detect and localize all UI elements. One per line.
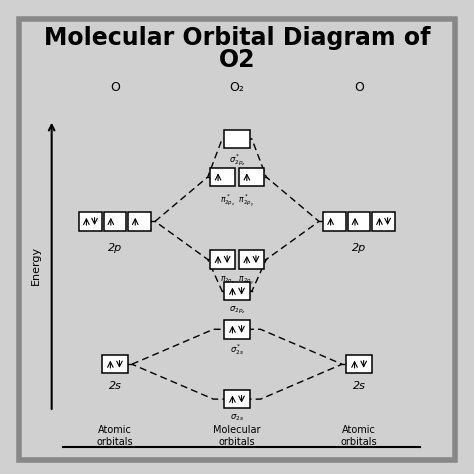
Text: Molecular Orbital Diagram of: Molecular Orbital Diagram of <box>44 26 430 50</box>
Text: $\pi^*_{2p_x}$  $\pi^*_{2p_y}$: $\pi^*_{2p_x}$ $\pi^*_{2p_y}$ <box>220 192 254 210</box>
Text: Atomic
orbitals: Atomic orbitals <box>341 425 377 447</box>
Bar <box>224 320 250 338</box>
Bar <box>210 168 235 186</box>
Text: $\sigma^*_{2s}$: $\sigma^*_{2s}$ <box>230 343 244 357</box>
Text: O2: O2 <box>219 47 255 72</box>
Bar <box>224 390 250 409</box>
Bar <box>224 129 250 148</box>
Bar <box>348 212 371 231</box>
Text: Energy: Energy <box>30 246 41 285</box>
Text: O: O <box>110 82 120 94</box>
Text: $\sigma^*_{2p_z}$: $\sigma^*_{2p_z}$ <box>228 152 246 168</box>
Bar <box>224 282 250 301</box>
Text: $\sigma_{2s}$: $\sigma_{2s}$ <box>230 412 244 423</box>
Bar <box>323 212 346 231</box>
Bar <box>346 355 372 374</box>
Bar <box>372 212 395 231</box>
Text: O₂: O₂ <box>229 82 245 94</box>
Text: O: O <box>354 82 364 94</box>
Bar <box>239 250 264 269</box>
Bar <box>239 168 264 186</box>
Text: $\pi_{2p_x}$  $\pi_{2p_y}$: $\pi_{2p_x}$ $\pi_{2p_y}$ <box>220 275 254 287</box>
Text: 2p: 2p <box>108 244 122 254</box>
Text: Atomic
orbitals: Atomic orbitals <box>97 425 133 447</box>
Text: 2s: 2s <box>109 381 121 391</box>
Text: $\sigma_{2p_z}$: $\sigma_{2p_z}$ <box>228 304 246 316</box>
Bar <box>103 212 126 231</box>
Text: Molecular
orbitals: Molecular orbitals <box>213 425 261 447</box>
Bar <box>210 250 235 269</box>
Bar <box>128 212 151 231</box>
Bar <box>79 212 102 231</box>
Text: 2p: 2p <box>352 244 366 254</box>
Bar <box>102 355 128 374</box>
Text: 2s: 2s <box>353 381 365 391</box>
